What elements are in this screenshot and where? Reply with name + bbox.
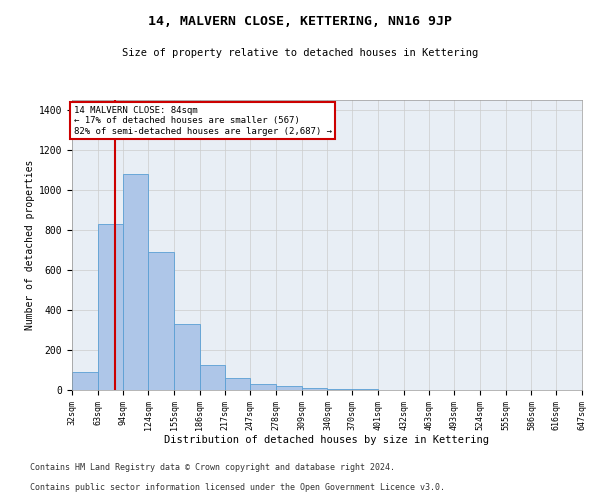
Bar: [328, 389, 352, 390]
Text: 14, MALVERN CLOSE, KETTERING, NN16 9JP: 14, MALVERN CLOSE, KETTERING, NN16 9JP: [148, 15, 452, 28]
Text: 14 MALVERN CLOSE: 84sqm
← 17% of detached houses are smaller (567)
82% of semi-d: 14 MALVERN CLOSE: 84sqm ← 17% of detache…: [74, 106, 332, 136]
Bar: [250, 384, 276, 390]
Bar: [148, 252, 174, 390]
Bar: [72, 372, 98, 390]
Y-axis label: Number of detached properties: Number of detached properties: [25, 160, 35, 330]
Text: Contains HM Land Registry data © Crown copyright and database right 2024.: Contains HM Land Registry data © Crown c…: [30, 464, 395, 472]
Bar: [226, 378, 250, 390]
Text: Size of property relative to detached houses in Kettering: Size of property relative to detached ho…: [122, 48, 478, 58]
Bar: [302, 388, 328, 390]
X-axis label: Distribution of detached houses by size in Kettering: Distribution of detached houses by size …: [164, 436, 490, 446]
Bar: [98, 224, 124, 390]
Bar: [276, 386, 302, 390]
Bar: [200, 365, 226, 390]
Bar: [124, 174, 148, 390]
Text: Contains public sector information licensed under the Open Government Licence v3: Contains public sector information licen…: [30, 484, 445, 492]
Bar: [174, 324, 200, 390]
